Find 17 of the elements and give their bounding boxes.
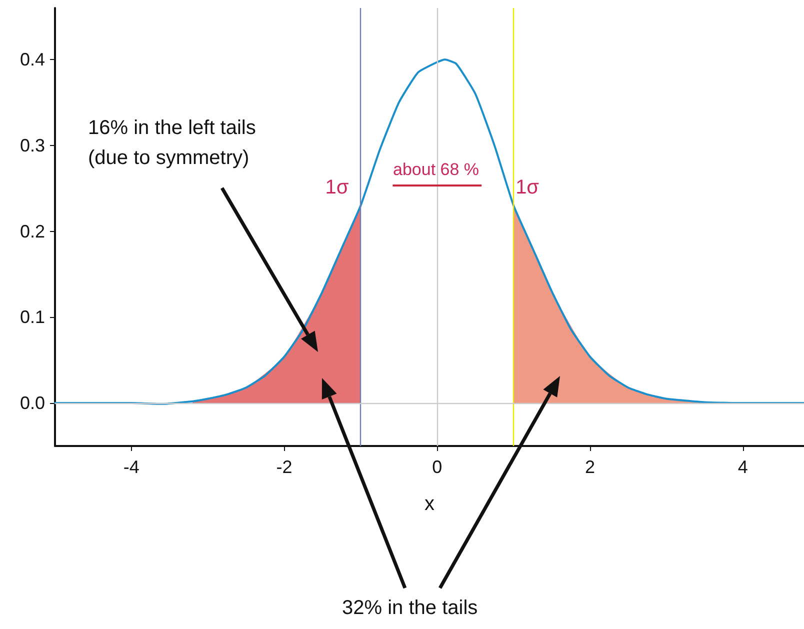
y-tick-label: 0.1 (20, 307, 45, 328)
y-tick-label: 0.2 (20, 221, 45, 242)
x-tick-label: 4 (738, 457, 748, 477)
annotation: about 68 % (393, 160, 480, 179)
y-tick-label: 0.0 (20, 393, 45, 414)
text: 32% in the tails (342, 597, 478, 619)
x-tick-label: 0 (432, 457, 442, 477)
annotation: 16% in the left tails (due to symmetry) (88, 117, 256, 169)
x-tick-label: 2 (584, 457, 596, 477)
y-tick-label: 0.4 (20, 50, 45, 70)
annotation: 1σ (325, 176, 350, 199)
x-tick-label: -4 (123, 457, 140, 477)
line-series (54, 58, 804, 405)
x-tick-label: -2 (276, 457, 292, 477)
x-axis-title: x (424, 493, 434, 515)
annotation: 1σ (516, 176, 540, 199)
y-tick-label: 0.3 (20, 135, 45, 156)
